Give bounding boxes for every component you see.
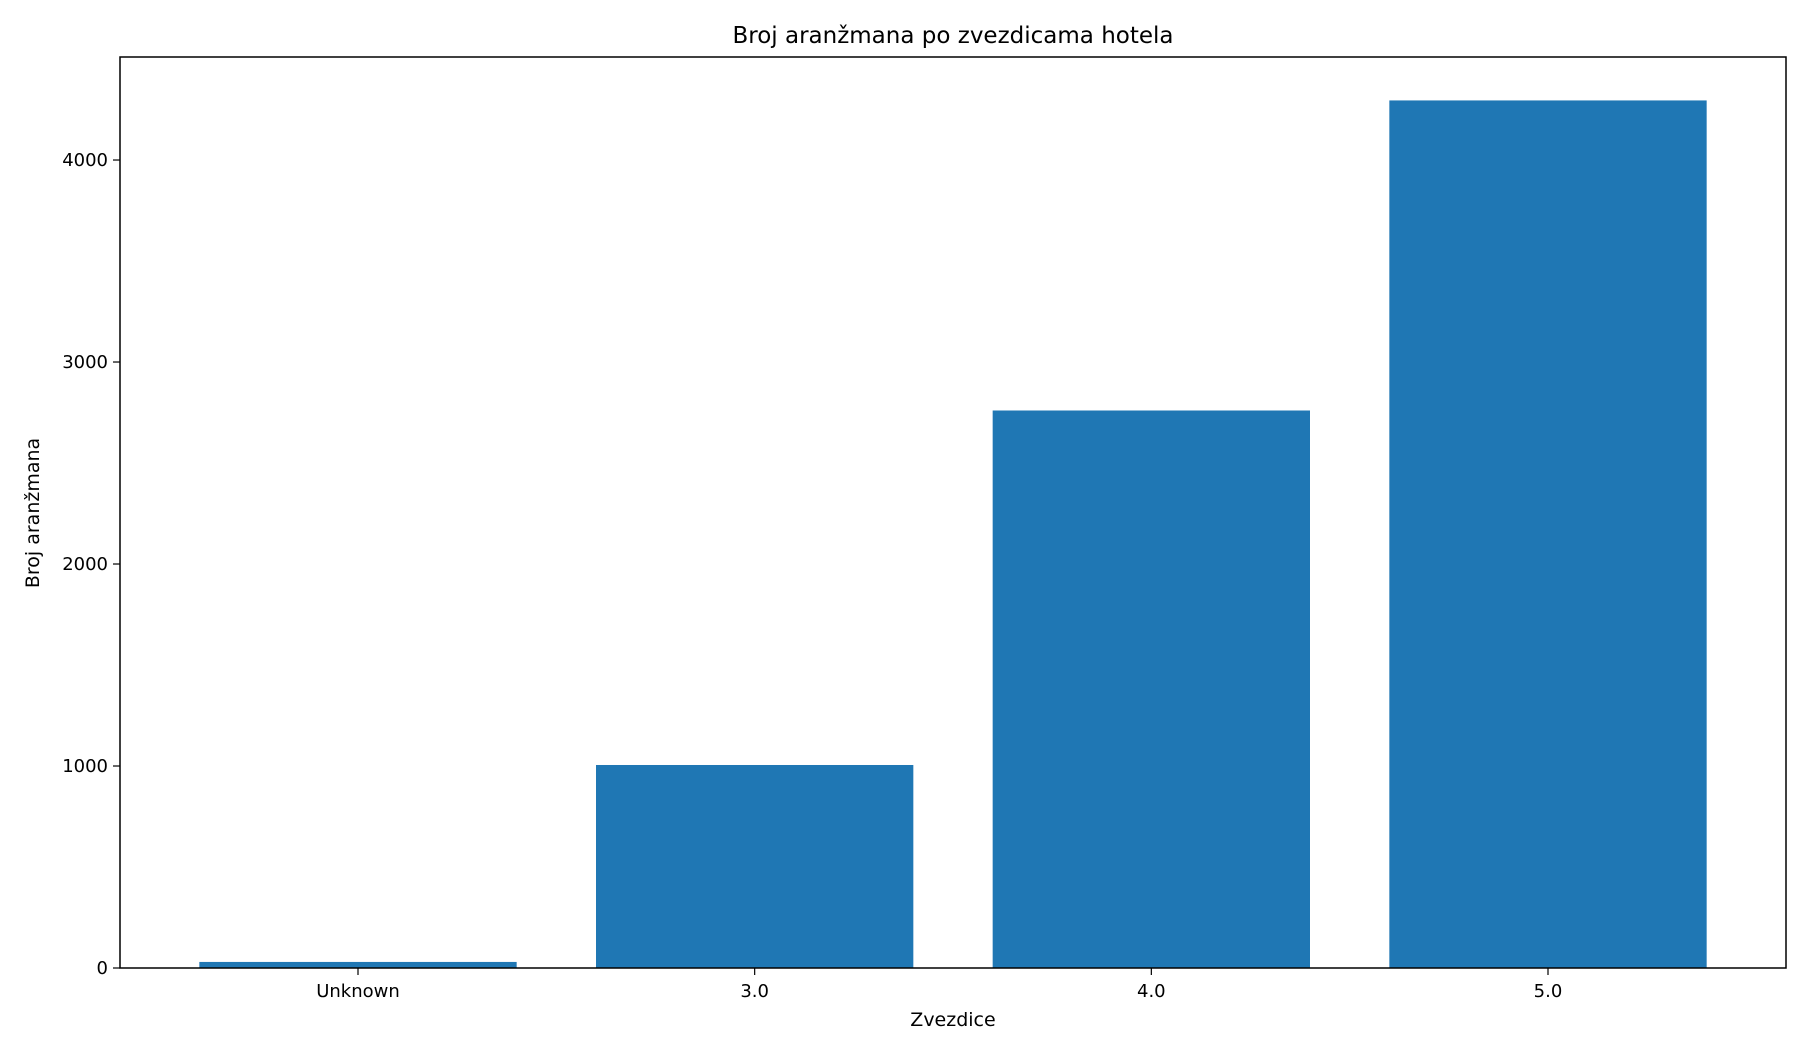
bar-5-0 <box>1389 100 1707 968</box>
bar-unknown <box>199 961 517 968</box>
x-tick-label: Unknown <box>316 981 400 1002</box>
x-tick-label: 4.0 <box>1137 981 1166 1002</box>
y-tick-label: 2000 <box>62 554 108 575</box>
chart-title: Broj aranžmana po zvezdicama hotela <box>732 23 1173 49</box>
y-tick-label: 0 <box>97 958 108 979</box>
bar-4-0 <box>992 410 1310 968</box>
bars-group <box>199 100 1707 968</box>
x-tick-label: 3.0 <box>740 981 769 1002</box>
y-axis-label: Broj aranžmana <box>22 438 44 588</box>
x-tick-label: 5.0 <box>1534 981 1563 1002</box>
x-axis: Unknown 3.0 4.0 5.0 <box>316 968 1562 1002</box>
y-axis: 0 1000 2000 3000 4000 <box>62 150 120 979</box>
plot-frame <box>119 56 1787 969</box>
y-tick-label: 3000 <box>62 352 108 373</box>
y-tick-label: 4000 <box>62 150 108 171</box>
y-tick-label: 1000 <box>62 756 108 777</box>
bar-3-0 <box>596 764 914 968</box>
x-axis-label: Zvezdice <box>910 1009 995 1031</box>
